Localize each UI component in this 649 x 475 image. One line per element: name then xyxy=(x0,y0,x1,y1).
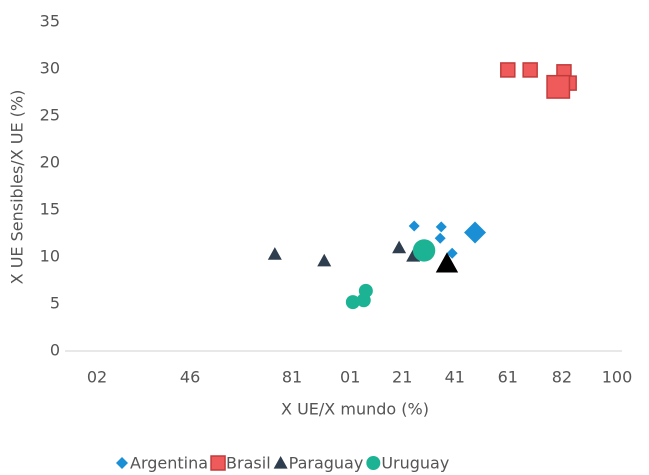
x-tick-label: 100 xyxy=(602,368,633,387)
x-tick-label: 01 xyxy=(340,368,360,387)
marker xyxy=(345,295,360,310)
marker xyxy=(435,252,459,273)
marker xyxy=(435,221,447,233)
marker xyxy=(408,220,420,232)
y-tick-label: 25 xyxy=(40,106,60,125)
marker xyxy=(356,293,371,308)
legend-label: Paraguay xyxy=(289,454,364,473)
marker xyxy=(267,247,282,260)
y-tick-label: 30 xyxy=(40,59,60,78)
legend: Argentina Brasil Paraguay Uruguay xyxy=(116,454,449,473)
x-tick-label: 02 xyxy=(87,368,107,387)
legend-marker xyxy=(273,456,288,469)
y-tick-label: 20 xyxy=(40,153,60,172)
marker xyxy=(317,253,332,267)
marker xyxy=(434,232,446,244)
x-tick-label: 81 xyxy=(282,368,302,387)
y-tick-label: 0 xyxy=(50,341,60,360)
y-tick-label: 5 xyxy=(50,294,60,313)
x-tick-label: 21 xyxy=(392,368,412,387)
legend-label: Brasil xyxy=(226,454,271,473)
x-tick-label: 46 xyxy=(180,368,200,387)
marker xyxy=(546,74,571,99)
y-tick-label: 10 xyxy=(40,247,60,266)
y-tick-label: 35 xyxy=(40,12,60,31)
legend-marker xyxy=(366,456,381,470)
marker xyxy=(522,62,538,78)
legend-marker xyxy=(210,455,226,471)
legend-label: Argentina xyxy=(130,454,208,473)
x-tick-label: 82 xyxy=(552,368,572,387)
y-tick-label: 15 xyxy=(40,200,60,219)
x-axis-title: X UE/X mundo (%) xyxy=(281,400,429,419)
legend-marker xyxy=(116,457,128,469)
marker xyxy=(412,239,436,262)
y-axis-title: X UE Sensibles/X UE (%) xyxy=(8,90,27,285)
x-tick-label: 41 xyxy=(445,368,465,387)
x-tick-label: 61 xyxy=(498,368,518,387)
marker xyxy=(446,247,458,259)
marker xyxy=(500,62,516,78)
marker xyxy=(392,240,407,254)
legend-label: Uruguay xyxy=(381,454,449,473)
marker xyxy=(464,221,487,244)
